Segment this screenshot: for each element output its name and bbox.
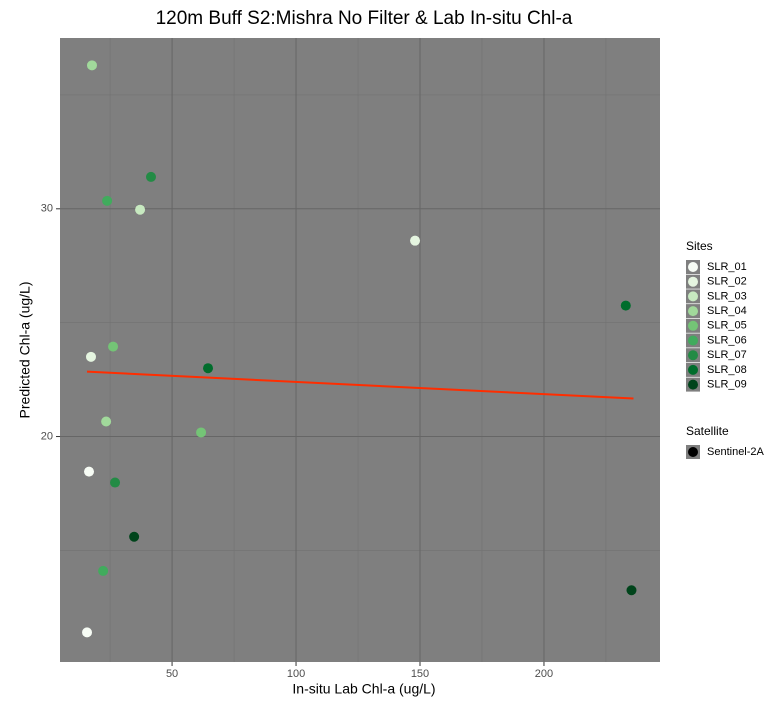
point bbox=[101, 416, 112, 427]
point bbox=[85, 351, 96, 362]
legend-label: Sentinel-2A bbox=[707, 446, 765, 458]
legend-symbol bbox=[688, 364, 698, 375]
legend-symbol bbox=[688, 276, 698, 287]
point bbox=[135, 204, 146, 215]
legend-symbol bbox=[688, 320, 698, 331]
legend-label: SLR_08 bbox=[707, 364, 747, 376]
point bbox=[102, 195, 113, 206]
legend-label: SLR_02 bbox=[707, 276, 747, 288]
point bbox=[410, 235, 421, 246]
x-tick-label: 200 bbox=[535, 668, 553, 680]
point bbox=[203, 363, 214, 374]
legend-label: SLR_01 bbox=[707, 261, 747, 273]
plot-panel bbox=[60, 38, 660, 662]
point bbox=[626, 585, 637, 596]
point bbox=[196, 427, 207, 438]
legend-title: Sites bbox=[686, 239, 713, 253]
legend-label: SLR_03 bbox=[707, 290, 747, 302]
legend-symbol bbox=[688, 379, 698, 390]
y-tick-label: 20 bbox=[41, 430, 53, 442]
y-tick-label: 30 bbox=[41, 203, 53, 215]
legend-label: SLR_07 bbox=[707, 349, 747, 361]
point bbox=[129, 531, 140, 542]
legend-symbol bbox=[688, 447, 698, 457]
x-axis-title: In-situ Lab Chl-a (ug/L) bbox=[292, 681, 435, 697]
trend-line bbox=[86, 370, 634, 400]
legend-label: SLR_06 bbox=[707, 334, 747, 346]
x-tick-label: 100 bbox=[287, 668, 305, 680]
legend-symbol bbox=[688, 350, 698, 361]
x-tick-label: 150 bbox=[411, 668, 429, 680]
legend-label: SLR_09 bbox=[707, 379, 747, 391]
legend-symbol bbox=[688, 335, 698, 346]
legend-symbol bbox=[688, 262, 698, 272]
point bbox=[108, 341, 119, 352]
x-tick-label: 50 bbox=[166, 668, 178, 680]
point bbox=[86, 60, 97, 71]
chart-title: 120m Buff S2:Mishra No Filter & Lab In-s… bbox=[156, 8, 573, 29]
legend-symbol bbox=[688, 291, 698, 302]
point bbox=[145, 171, 156, 182]
point bbox=[620, 300, 631, 311]
legend-label: SLR_05 bbox=[707, 320, 747, 332]
point bbox=[84, 466, 95, 477]
point bbox=[98, 565, 109, 576]
point bbox=[82, 627, 93, 638]
point bbox=[110, 477, 121, 488]
legend-label: SLR_04 bbox=[707, 305, 747, 317]
y-axis-title: Predicted Chl-a (ug/L) bbox=[17, 282, 33, 419]
legend-title: Satellite bbox=[686, 424, 729, 438]
legend-symbol bbox=[688, 306, 698, 317]
